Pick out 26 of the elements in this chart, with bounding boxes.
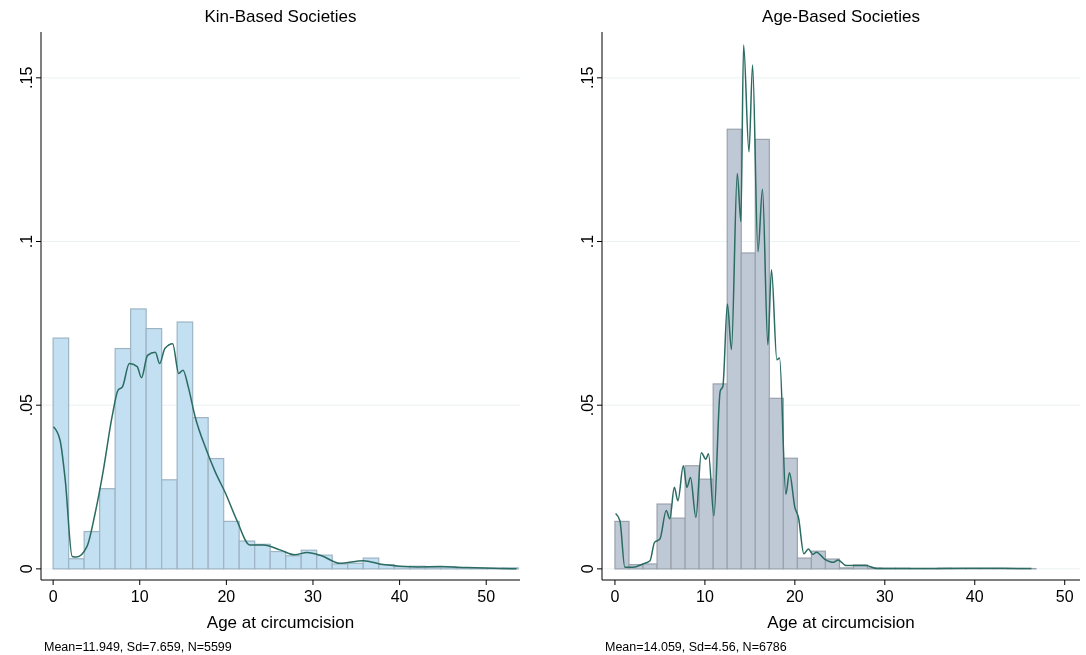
chart-title: Age-Based Societies [762, 7, 920, 26]
y-tick-label: .15 [579, 66, 596, 89]
x-tick-label: 10 [696, 588, 714, 605]
x-tick-label: 40 [390, 588, 409, 605]
x-axis-title: Age at circumcision [206, 613, 355, 632]
x-tick-label: 20 [217, 588, 236, 605]
x-tick-label: 0 [48, 588, 58, 605]
y-tick-label: .1 [579, 234, 596, 249]
y-tick-label: .15 [18, 66, 35, 89]
x-tick-label: 30 [875, 588, 894, 605]
x-tick-label: 30 [304, 588, 322, 605]
x-axis-title: Age at circumcision [767, 613, 915, 632]
y-tick-label: .05 [18, 393, 35, 417]
x-tick-label: 50 [1055, 588, 1074, 605]
y-tick-label: 0 [18, 564, 35, 574]
x-tick-label: 20 [785, 588, 804, 605]
x-tick-label: 50 [477, 588, 496, 605]
chart-title: Kin-Based Societies [204, 7, 357, 26]
y-tick-label: .05 [579, 393, 596, 417]
x-tick-label: 0 [610, 588, 620, 605]
text: Mean=11.949, Sd=7.659, N=5599 [44, 640, 232, 654]
x-tick-label: 40 [965, 588, 984, 605]
text: Mean=14.059, Sd=4.56, N=6786 [605, 640, 787, 654]
x-tick-label: 10 [130, 588, 149, 605]
y-tick-label: 0 [579, 564, 596, 574]
y-tick-label: .1 [18, 234, 35, 249]
